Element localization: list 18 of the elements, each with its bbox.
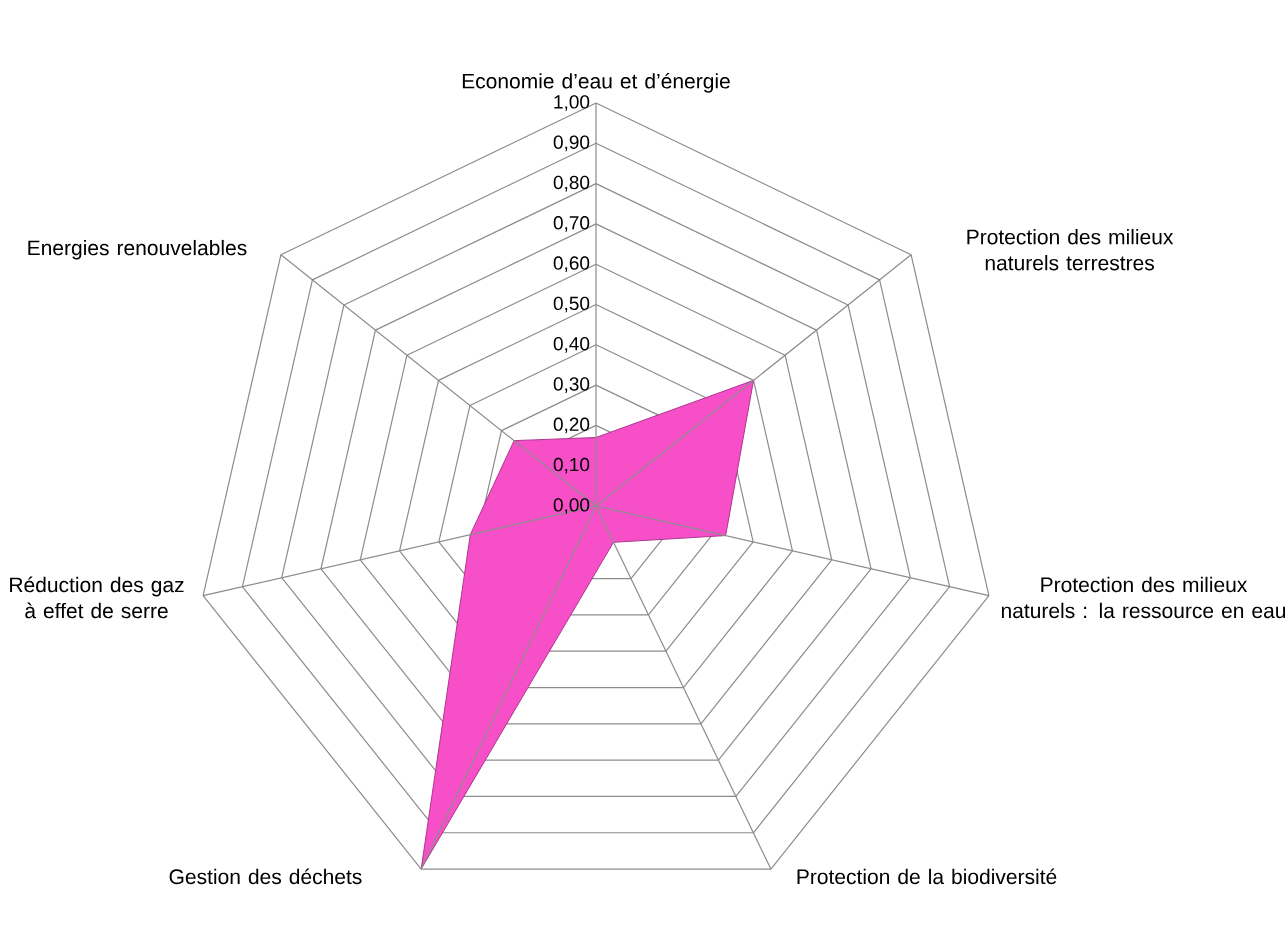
y-tick-label: 0,00 [553, 498, 590, 514]
spoke-label: Energies renouvelables [28, 239, 247, 260]
y-tick-label: 1,00 [554, 95, 590, 111]
y-tick-label: 0,10 [553, 457, 590, 474]
spoke-label: Protection des milieux naturels terrestres [967, 228, 1174, 271]
spoke-label: Réduction des gaz à effet de serre [10, 576, 184, 619]
spoke-label: Protection de la biodiversité [797, 868, 1057, 885]
spoke-label: Gestion des déchets [169, 868, 362, 885]
y-tick-label: 0,60 [553, 256, 590, 273]
y-tick-label: 0,90 [553, 135, 590, 152]
spoke-label: Protection des milieux naturels : la ressource en eau [1001, 576, 1286, 619]
y-tick-label: 0,40 [553, 336, 590, 353]
y-tick-label: 0,20 [553, 417, 590, 434]
y-tick-label: 0,30 [553, 377, 590, 393]
y-tick-label: 0,70 [553, 216, 590, 232]
y-tick-label: 0,80 [553, 175, 590, 192]
y-tick-label: 0,50 [553, 296, 590, 313]
spoke-label: Economie d’eau et d’énergie [462, 72, 730, 93]
